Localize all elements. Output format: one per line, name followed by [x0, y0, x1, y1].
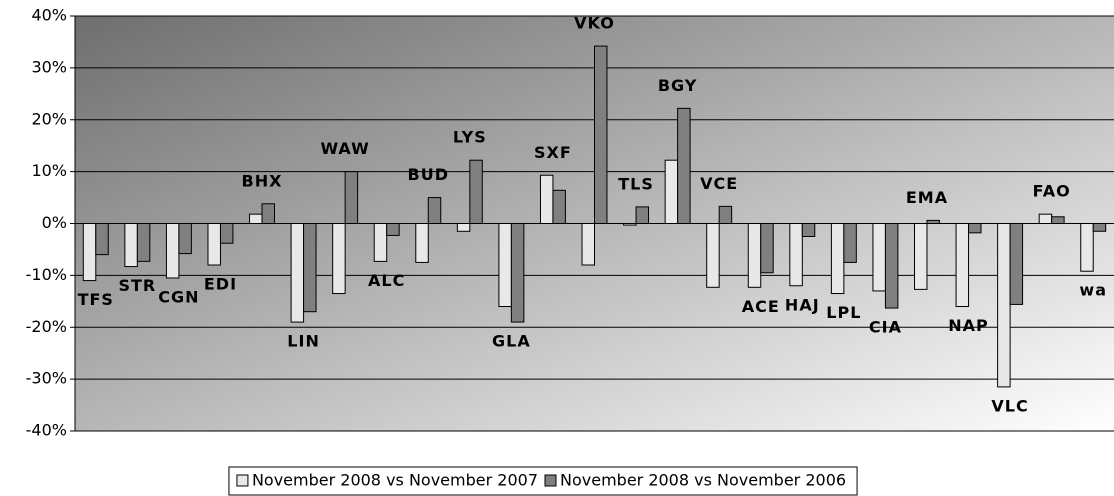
bar: [801, 223, 816, 237]
bar: [747, 223, 762, 288]
y-tick-label: 30%: [31, 57, 67, 76]
bar: [623, 223, 637, 226]
bar: [1092, 223, 1107, 232]
bar: [178, 223, 192, 255]
category-label: TFS: [78, 290, 114, 309]
category-label: FAO: [1033, 182, 1071, 201]
category-label: EMA: [906, 188, 948, 207]
category-label: GLA: [492, 332, 531, 351]
category-label: VLC: [991, 396, 1028, 415]
category-label: BUD: [408, 165, 449, 184]
bar: [136, 223, 151, 262]
bar: [290, 223, 305, 323]
bar: [872, 223, 886, 292]
category-label: CIA: [869, 318, 902, 337]
legend-box: [228, 466, 858, 496]
bar: [249, 213, 263, 225]
bar: [386, 223, 400, 236]
bar: [303, 223, 317, 313]
bar: [344, 171, 359, 224]
category-label: STR: [118, 276, 156, 295]
category-label: BHX: [242, 171, 283, 190]
bar: [926, 219, 940, 224]
bar: [635, 206, 650, 224]
y-tick-label: 20%: [31, 109, 67, 128]
y-tick-label: 0%: [42, 213, 67, 232]
category-label: SXF: [534, 143, 572, 162]
legend-swatch: [544, 474, 557, 487]
bar: [415, 223, 429, 263]
category-label: HAJ: [785, 295, 820, 314]
bar: [124, 223, 138, 268]
bar: [498, 223, 512, 307]
category-label: wa: [1079, 281, 1107, 300]
category-label: BGY: [658, 76, 698, 95]
bar: [95, 223, 109, 256]
bar: [718, 205, 733, 225]
bar: [539, 174, 554, 225]
bar: [219, 223, 234, 244]
category-label: VKO: [574, 14, 615, 33]
bar: [706, 223, 720, 288]
category-label: LPL: [826, 303, 861, 322]
category-label: TLS: [618, 174, 654, 193]
bar: [552, 189, 566, 225]
bar: [1080, 223, 1094, 272]
y-tick-label: -30%: [26, 369, 67, 388]
bar: [427, 197, 442, 224]
category-label: VCE: [700, 174, 738, 193]
bar: [914, 223, 928, 290]
y-tick-label: 10%: [31, 161, 67, 180]
bar: [955, 223, 970, 307]
bar: [1051, 216, 1065, 225]
legend-label: November 2008 vs November 2006: [560, 471, 846, 490]
bar: [332, 223, 346, 295]
bar: [373, 223, 388, 262]
bar: [1038, 213, 1053, 225]
bar: [789, 223, 803, 287]
bar: [581, 223, 595, 266]
category-label: ALC: [368, 271, 405, 290]
bar: [677, 107, 691, 224]
bar: [82, 223, 97, 282]
bar: [664, 159, 679, 224]
bar: [760, 223, 774, 274]
bar: [594, 45, 608, 225]
y-tick-label: 40%: [31, 6, 67, 25]
bar: [469, 159, 483, 224]
category-label: ACE: [742, 297, 780, 316]
bar: [165, 223, 180, 279]
legend: November 2008 vs November 2007 November 2…: [228, 466, 858, 496]
bar: [456, 223, 471, 232]
bar: [843, 223, 857, 263]
category-label: LYS: [453, 128, 487, 147]
y-tick-label: -40%: [26, 421, 67, 440]
category-label: LIN: [287, 332, 320, 351]
bar: [997, 223, 1011, 388]
category-label: WAW: [321, 139, 370, 158]
bar: [207, 223, 221, 266]
bar: [1009, 223, 1024, 305]
bar: [968, 223, 982, 234]
bar: [884, 223, 899, 309]
category-label: NAP: [948, 316, 989, 335]
legend-swatch: [236, 474, 249, 487]
legend-label: November 2008 vs November 2007: [252, 471, 538, 490]
y-tick-label: -10%: [26, 265, 67, 284]
bar: [261, 203, 275, 225]
bar: [510, 223, 525, 323]
bar: [830, 223, 845, 295]
category-label: EDI: [204, 275, 237, 294]
y-tick-label: -20%: [26, 317, 67, 336]
category-label: CGN: [158, 287, 199, 306]
